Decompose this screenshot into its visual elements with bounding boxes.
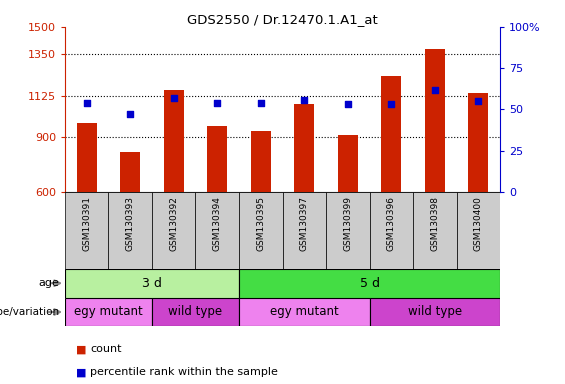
Text: GSM130395: GSM130395 bbox=[257, 196, 265, 251]
Text: GSM130400: GSM130400 bbox=[474, 196, 483, 251]
Bar bbox=[468, 93, 488, 192]
Bar bbox=[326, 192, 370, 269]
Bar bbox=[251, 131, 271, 192]
Bar bbox=[413, 192, 457, 269]
Bar bbox=[152, 192, 195, 269]
Bar bbox=[457, 192, 500, 269]
Text: count: count bbox=[90, 344, 122, 354]
Point bbox=[431, 86, 440, 93]
Point bbox=[473, 98, 483, 104]
Bar bbox=[152, 298, 239, 326]
Text: GSM130399: GSM130399 bbox=[344, 196, 352, 251]
Point bbox=[343, 101, 353, 108]
Point bbox=[299, 96, 308, 103]
Text: genotype/variation: genotype/variation bbox=[0, 307, 59, 317]
Text: GSM130391: GSM130391 bbox=[82, 196, 91, 251]
Point bbox=[170, 95, 179, 101]
Bar bbox=[381, 76, 401, 192]
Text: GSM130393: GSM130393 bbox=[126, 196, 134, 251]
Text: GSM130392: GSM130392 bbox=[170, 196, 178, 251]
Bar bbox=[77, 123, 97, 192]
Text: egy mutant: egy mutant bbox=[74, 306, 143, 318]
Text: wild type: wild type bbox=[408, 306, 462, 318]
Bar bbox=[282, 192, 326, 269]
Point bbox=[212, 100, 221, 106]
Title: GDS2550 / Dr.12470.1.A1_at: GDS2550 / Dr.12470.1.A1_at bbox=[187, 13, 378, 26]
Bar bbox=[370, 192, 413, 269]
Bar bbox=[207, 126, 227, 192]
Text: ■: ■ bbox=[76, 344, 87, 354]
Bar bbox=[338, 135, 358, 192]
Text: GSM130398: GSM130398 bbox=[431, 196, 439, 251]
Bar bbox=[65, 298, 152, 326]
Bar bbox=[294, 104, 314, 192]
Text: 3 d: 3 d bbox=[142, 277, 162, 290]
Bar bbox=[195, 192, 239, 269]
Point bbox=[386, 101, 396, 108]
Bar bbox=[425, 49, 445, 192]
Bar bbox=[120, 152, 140, 192]
Point bbox=[82, 100, 92, 106]
Text: age: age bbox=[38, 278, 59, 288]
Bar bbox=[239, 269, 500, 298]
Text: ■: ■ bbox=[76, 367, 87, 377]
Bar bbox=[164, 90, 184, 192]
Point bbox=[257, 100, 266, 106]
Text: wild type: wild type bbox=[168, 306, 223, 318]
Bar bbox=[108, 192, 152, 269]
Bar bbox=[239, 192, 282, 269]
Text: GSM130397: GSM130397 bbox=[300, 196, 308, 251]
Bar bbox=[239, 298, 370, 326]
Text: percentile rank within the sample: percentile rank within the sample bbox=[90, 367, 279, 377]
Text: GSM130394: GSM130394 bbox=[213, 196, 221, 251]
Bar bbox=[65, 269, 239, 298]
Bar bbox=[65, 192, 108, 269]
Text: egy mutant: egy mutant bbox=[270, 306, 338, 318]
Bar bbox=[370, 298, 500, 326]
Point bbox=[126, 111, 135, 118]
Text: 5 d: 5 d bbox=[359, 277, 380, 290]
Text: GSM130396: GSM130396 bbox=[387, 196, 396, 251]
